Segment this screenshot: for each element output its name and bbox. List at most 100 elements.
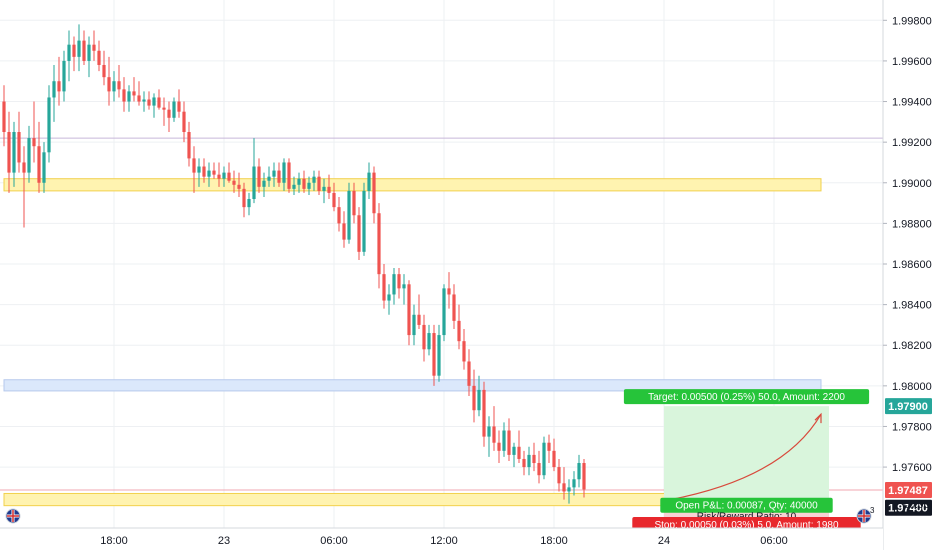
candle-body bbox=[107, 77, 111, 92]
open-pnl-text: Open P&L: 0.00087, Qty: 40000 bbox=[675, 501, 818, 512]
candle-body bbox=[17, 132, 21, 163]
candle-body bbox=[82, 40, 86, 61]
candle-body bbox=[392, 274, 396, 295]
zone-rect bbox=[3, 178, 822, 192]
candle-body bbox=[302, 178, 306, 189]
target-label: Target: 0.00500 (0.25%) 50.0, Amount: 22… bbox=[623, 389, 870, 405]
candle-body bbox=[457, 320, 461, 342]
candle-body bbox=[142, 99, 146, 102]
time-tick-label: 18:00 bbox=[100, 535, 128, 547]
candle-body bbox=[427, 333, 431, 350]
candle-body bbox=[177, 101, 181, 112]
flag-count: 3 bbox=[870, 506, 875, 515]
uk-flag-icon[interactable] bbox=[5, 508, 21, 524]
candle-body bbox=[122, 89, 126, 102]
candle-body bbox=[507, 430, 511, 455]
pnl-arrow-head bbox=[814, 412, 822, 424]
candle-body bbox=[562, 483, 566, 492]
candle-body bbox=[27, 138, 31, 173]
candle-body bbox=[367, 172, 371, 191]
price-badge-text: 1.97487 bbox=[888, 485, 928, 497]
candle-body bbox=[422, 324, 426, 350]
candle-body bbox=[477, 389, 481, 411]
candle-body bbox=[387, 294, 391, 301]
candle-body bbox=[147, 99, 151, 106]
candle-body bbox=[187, 132, 191, 159]
candle-body bbox=[522, 458, 526, 468]
candle-body bbox=[227, 172, 231, 181]
candle-body bbox=[37, 146, 41, 183]
candle-body bbox=[12, 132, 16, 173]
zone-rect bbox=[3, 379, 822, 392]
candle-body bbox=[572, 479, 576, 488]
candle-body bbox=[437, 335, 441, 376]
candle-body bbox=[537, 463, 541, 476]
price-tick-label: 1.98200 bbox=[892, 340, 932, 352]
candle-body bbox=[212, 170, 216, 175]
time-tick-label: 06:00 bbox=[760, 535, 788, 547]
candle-body bbox=[462, 341, 466, 362]
candle-body bbox=[397, 274, 401, 289]
candle-body bbox=[162, 107, 166, 110]
candle-body bbox=[517, 446, 521, 459]
candle-body bbox=[172, 101, 176, 118]
candle-body bbox=[87, 44, 91, 61]
candle-body bbox=[102, 64, 106, 78]
candle-body bbox=[282, 162, 286, 183]
candle-body bbox=[312, 176, 316, 183]
candle-body bbox=[467, 361, 471, 386]
candle-body bbox=[267, 176, 271, 181]
candles bbox=[2, 24, 586, 504]
candle-body bbox=[342, 223, 346, 240]
candle-body bbox=[42, 152, 46, 183]
candle-body bbox=[167, 109, 171, 118]
candle-body bbox=[77, 40, 81, 57]
candle-body bbox=[62, 60, 66, 92]
candle-body bbox=[252, 166, 256, 200]
price-tick-label: 1.97600 bbox=[892, 462, 932, 474]
candle-body bbox=[132, 91, 136, 96]
candle-body bbox=[327, 186, 331, 193]
candle-body bbox=[322, 186, 326, 191]
candle-body bbox=[297, 178, 301, 185]
candle-body bbox=[527, 454, 531, 468]
time-tick-label: 18:00 bbox=[540, 535, 568, 547]
loss-zone bbox=[664, 507, 829, 518]
candle-body bbox=[532, 454, 536, 464]
candle-body bbox=[582, 463, 586, 490]
candle-body bbox=[512, 446, 516, 455]
time-tick-label: 24 bbox=[658, 535, 670, 547]
candle-body bbox=[207, 170, 211, 177]
candle-body bbox=[22, 162, 26, 173]
candle-body bbox=[377, 213, 381, 275]
price-tick-label: 1.98800 bbox=[892, 218, 932, 230]
candle-body bbox=[567, 487, 571, 492]
position-tool[interactable] bbox=[664, 406, 829, 518]
candle-body bbox=[542, 442, 546, 476]
price-tick-label: 1.99400 bbox=[892, 97, 932, 109]
price-tick-label: 1.98400 bbox=[892, 300, 932, 312]
candle-body bbox=[432, 333, 436, 376]
candle-body bbox=[32, 138, 36, 147]
candle-body bbox=[182, 111, 186, 132]
time-axis[interactable]: 18:00 23 06:00 12:00 18:00 24 06:00 bbox=[0, 527, 883, 550]
candle-body bbox=[277, 170, 281, 183]
candle-body bbox=[502, 430, 506, 451]
candle-body bbox=[417, 314, 421, 325]
candle-body bbox=[497, 442, 501, 451]
price-badge-text: 1.97400 bbox=[888, 503, 928, 515]
price-badge bbox=[885, 499, 932, 516]
candle-body bbox=[347, 190, 351, 240]
price-badge-text: 1.97900 bbox=[888, 401, 928, 413]
price-axis[interactable]: 1.99800 1.99600 1.99400 1.99200 1.99000 1.988… bbox=[882, 0, 932, 550]
candle-body bbox=[412, 314, 416, 336]
candle-body bbox=[482, 389, 486, 437]
countdown-timer: 00:06 bbox=[904, 500, 929, 511]
candle-body bbox=[577, 463, 581, 480]
candle-body bbox=[402, 284, 406, 289]
candle-body bbox=[7, 132, 11, 173]
uk-flag-icon-right[interactable]: 3 bbox=[856, 506, 875, 524]
price-tick-label: 1.98600 bbox=[892, 259, 932, 271]
